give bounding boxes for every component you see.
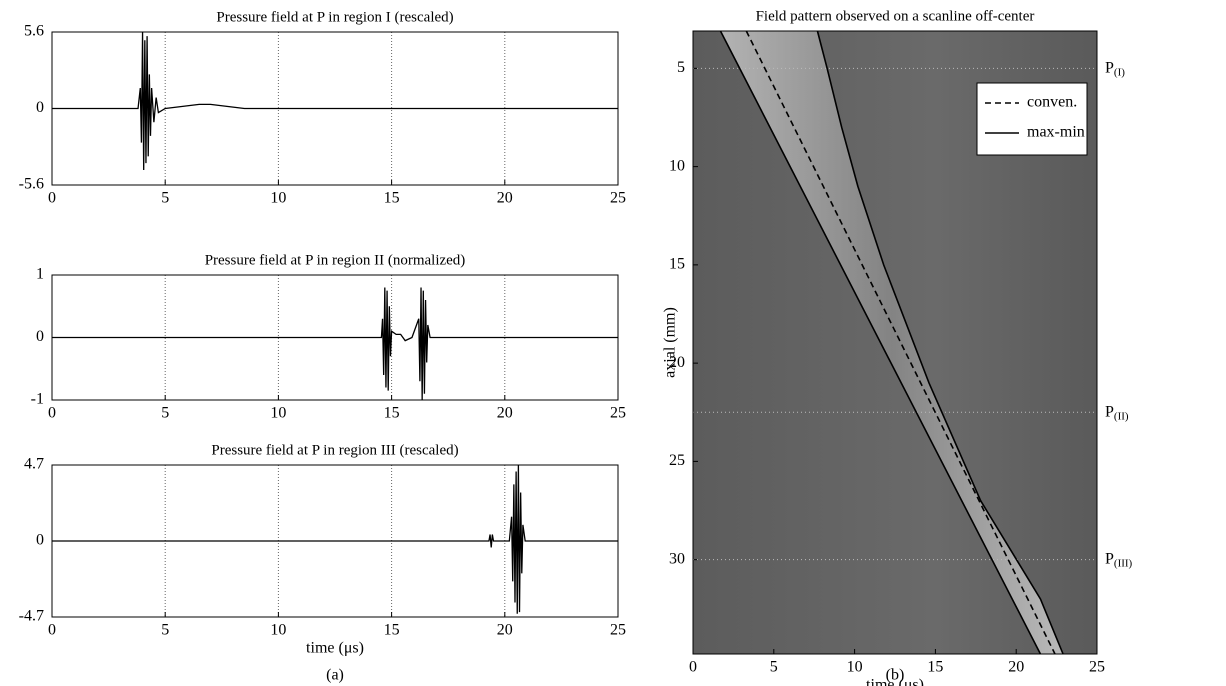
y-tick-label: 20 (669, 354, 685, 371)
legend-label: max-min (1027, 124, 1085, 141)
waveform (52, 31, 618, 170)
x-tick-label: 25 (610, 622, 626, 639)
x-tick-label: 10 (847, 659, 863, 676)
x-tick-label: 20 (497, 405, 513, 422)
chart-title: Pressure field at P in region II (normal… (205, 252, 466, 268)
chart-title: Pressure field at P in region I (rescale… (216, 9, 453, 25)
y-tick-label: 0 (36, 99, 44, 116)
x-tick-label: 5 (161, 622, 169, 639)
marker-text: P (1105, 550, 1114, 567)
trace-line (745, 30, 1056, 655)
x-tick-label: 15 (927, 659, 943, 676)
y-tick-label: 0 (36, 532, 44, 549)
y-tick-label: 1 (36, 266, 44, 283)
y-tick-label: 0 (36, 328, 44, 345)
legend-label: conven. (1027, 94, 1077, 111)
x-tick-label: 0 (689, 659, 697, 676)
x-tick-label: 0 (48, 405, 56, 422)
plot-frame (51, 464, 619, 618)
marker-text: P (1105, 403, 1114, 420)
marker-subscript: (I) (1114, 66, 1125, 78)
x-tick-label: 5 (161, 405, 169, 422)
x-axis-label: time (μs) (866, 677, 924, 686)
x-tick-label: 5 (770, 659, 778, 676)
x-tick-label: 10 (270, 405, 286, 422)
y-tick-label: 15 (669, 256, 685, 273)
waveform (52, 464, 618, 614)
x-tick-label: 25 (610, 405, 626, 422)
marker-label: P(I) (1105, 59, 1125, 78)
y-tick-label: -1 (31, 391, 44, 408)
x-tick-label: 20 (497, 622, 513, 639)
y-tick-label: 30 (669, 550, 685, 567)
y-tick-label: 5.6 (24, 23, 44, 40)
y-tick-label: 4.7 (24, 456, 44, 473)
x-tick-label: 15 (384, 190, 400, 207)
marker-label: P(III) (1105, 550, 1133, 569)
x-tick-label: 10 (270, 622, 286, 639)
x-tick-label: 20 (1008, 659, 1024, 676)
x-tick-label: 25 (610, 190, 626, 207)
x-tick-label: 10 (270, 190, 286, 207)
x-tick-label: 0 (48, 190, 56, 207)
x-tick-label: 20 (497, 190, 513, 207)
marker-subscript: (III) (1114, 557, 1133, 569)
marker-subscript: (II) (1114, 410, 1129, 422)
figure-caption: (b) (886, 667, 905, 684)
y-tick-label: -5.6 (19, 176, 44, 193)
marker-text: P (1105, 59, 1114, 76)
chart-title: Pressure field at P in region III (resca… (211, 442, 458, 458)
x-axis-label: time (μs) (306, 640, 364, 657)
figure-caption: (a) (326, 667, 344, 684)
waveform (52, 287, 618, 401)
plot-frame (51, 274, 619, 401)
x-tick-label: 25 (1089, 659, 1105, 676)
plot-frame (692, 30, 1098, 655)
legend-box (976, 82, 1088, 156)
marker-label: P(II) (1105, 403, 1129, 422)
y-tick-label: 5 (677, 59, 685, 76)
trace-line (719, 30, 1064, 655)
x-tick-label: 5 (161, 190, 169, 207)
y-axis-label: axial (mm) (662, 307, 679, 378)
x-tick-label: 15 (384, 405, 400, 422)
y-tick-label: 25 (669, 452, 685, 469)
chart-title: Field pattern observed on a scanline off… (756, 8, 1035, 24)
x-tick-label: 0 (48, 622, 56, 639)
y-tick-label: -4.7 (19, 608, 44, 625)
plot-frame (51, 31, 619, 186)
y-tick-label: 10 (669, 157, 685, 174)
x-tick-label: 15 (384, 622, 400, 639)
